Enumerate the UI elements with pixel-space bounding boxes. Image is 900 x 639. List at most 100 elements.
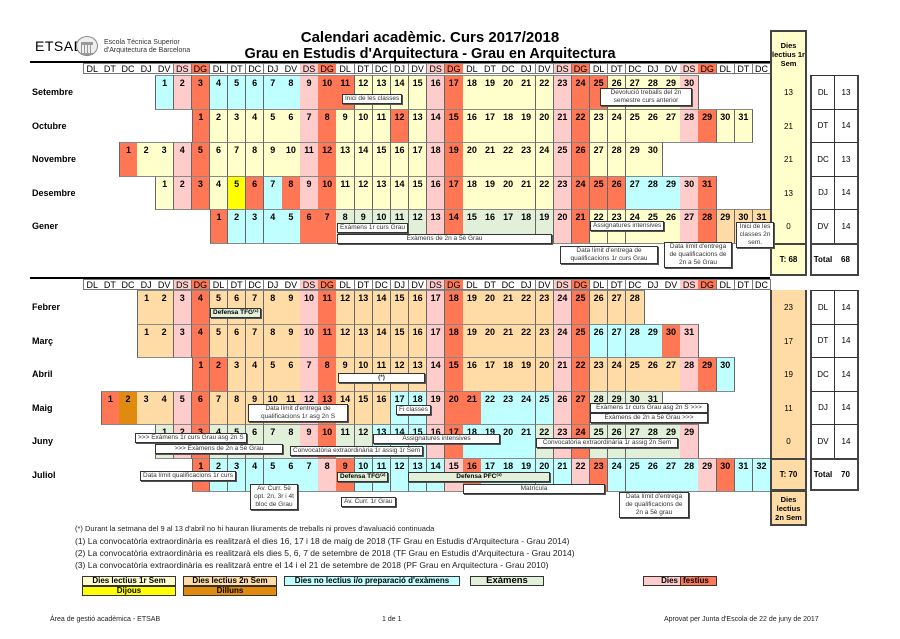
day-cell: 28 [607,142,627,177]
weekday-header: DL [209,279,229,290]
weekday-header: DC [245,279,265,290]
day-cell: 2 [209,357,229,392]
footer-left: Àrea de gestió acadèmica - ETSAB [50,616,161,623]
legend-examens: Exàmens [470,576,544,586]
day-cell: 19 [517,108,536,143]
day-cell: 2 [119,390,138,425]
weekday-header: DG [445,279,464,290]
day-cell: 21 [463,390,482,425]
day-cell: 10 [300,290,319,325]
month-label: Abril [32,369,53,379]
weekday-count-value: 14 [834,424,859,459]
note-inici-classes: Inici de les classes [342,94,403,104]
logo-text: ETSAB [35,38,84,54]
day-cell: 9 [282,290,301,325]
day-cell: 25 [626,108,645,143]
side-footer-2: Dies lectius 2n Sem [770,490,807,526]
day-cell: 31 [734,457,754,492]
month-label: Maig [32,402,53,413]
day-cell: 10 [318,75,337,110]
day-cell: 8 [318,357,337,392]
legend-lectius-2n: Dies lectius 2n Sem [183,576,277,586]
day-cell: 15 [390,323,410,358]
day-cell: 17 [408,142,428,177]
day-cell: 4 [264,209,283,244]
footnote: (*) Durant la setmana del 9 al 13 d'abri… [75,524,435,533]
day-cell: 1 [155,175,174,210]
day-cell: 2 [155,290,174,325]
weekday-header: DV [155,63,174,74]
weekday-header: DS [680,63,699,74]
side-header-1: Dies lectius 1r Sem [770,30,807,76]
day-cell: 11 [336,75,355,110]
weekday-header: DG [445,63,464,74]
day-cell: 16 [463,357,482,392]
day-cell: 26 [662,209,681,244]
legend-no-lectius: Dies no lectius i/o preparació d'exàmens [284,576,460,586]
note-examens-2n5e: Exàmens de 2n a 5è Grau [337,234,552,244]
day-cell: 11 [300,142,319,177]
day-cell: 30 [662,323,681,358]
day-cell: 6 [209,142,229,177]
day-cell: 7 [227,142,247,177]
day-cell: 9 [336,108,355,143]
day-cell: 27 [607,323,627,358]
day-cell: 20 [553,209,573,244]
day-cell: 5 [209,323,229,358]
weekday-count-value: 13 [834,75,859,110]
weekday-header: DJ [390,63,410,74]
day-cell: 24 [571,75,591,110]
day-cell: 9 [300,75,319,110]
day-cell: 17 [426,323,446,358]
day-cell: 18 [499,108,518,143]
day-cell: 28 [644,175,663,210]
day-cell: 2 [137,142,156,177]
note-conv-2n-sem: Convocatòria extraordinària 1r assig 2n … [536,438,678,448]
day-cell: 4 [245,357,265,392]
day-cell: 25 [626,457,645,492]
weekday-header: DC [119,279,138,290]
day-cell: 28 [698,209,717,244]
day-cell: 27 [589,142,609,177]
total-label: Total [810,457,835,491]
day-cell: 17 [481,357,500,392]
note-av-curr-1r: Av. Curr. 1r Grau [341,497,396,507]
total-value: 70 [834,457,859,491]
month-label: Febrer [32,302,61,312]
weekday-header: DJ [517,279,536,290]
day-cell: 26 [571,142,591,177]
weekday-count-value: 13 [834,142,859,177]
day-cell: 4 [191,290,211,325]
day-cell: 5 [227,175,247,210]
day-cell: 1 [191,108,211,143]
day-cell: 23 [553,175,573,210]
day-cell: 22 [571,108,591,143]
note-defensa-tfg1: Defensa TFG⁽¹⁾ [210,308,262,318]
month-label: Desembre [32,187,76,198]
note-limit-1r-curs: Data límit d'entrega de qualificacions 1… [560,246,658,264]
lective-days-count: 11 [770,390,807,426]
day-cell: 18 [445,290,464,325]
day-cell: 12 [354,75,374,110]
day-cell: 4 [209,75,229,110]
weekday-header: DV [282,63,301,74]
weekday-header: DL [83,279,102,290]
weekday-header: DV [662,279,681,290]
day-cell: 16 [408,290,428,325]
day-cell: 1 [137,323,156,358]
weekday-count-value: 14 [834,175,859,210]
day-cell: 3 [137,390,156,425]
day-cell: 19 [481,175,500,210]
day-cell: 2 [227,209,247,244]
note-assig-intensives: Assignatures intensives [590,221,665,231]
day-cell: 30 [716,357,736,392]
weekday-header: DC [626,279,645,290]
legend-dijous: Dijous [82,586,176,596]
note-limit-2n5e-grau: Data límit d'entrega de qualificacions d… [619,492,689,518]
weekday-header: DG [191,63,211,74]
day-cell: 25 [589,175,609,210]
day-cell: 32 [752,457,772,492]
footer-page: 1 de 1 [382,616,402,623]
day-cell: 31 [680,323,699,358]
weekday-header: DC [245,63,265,74]
